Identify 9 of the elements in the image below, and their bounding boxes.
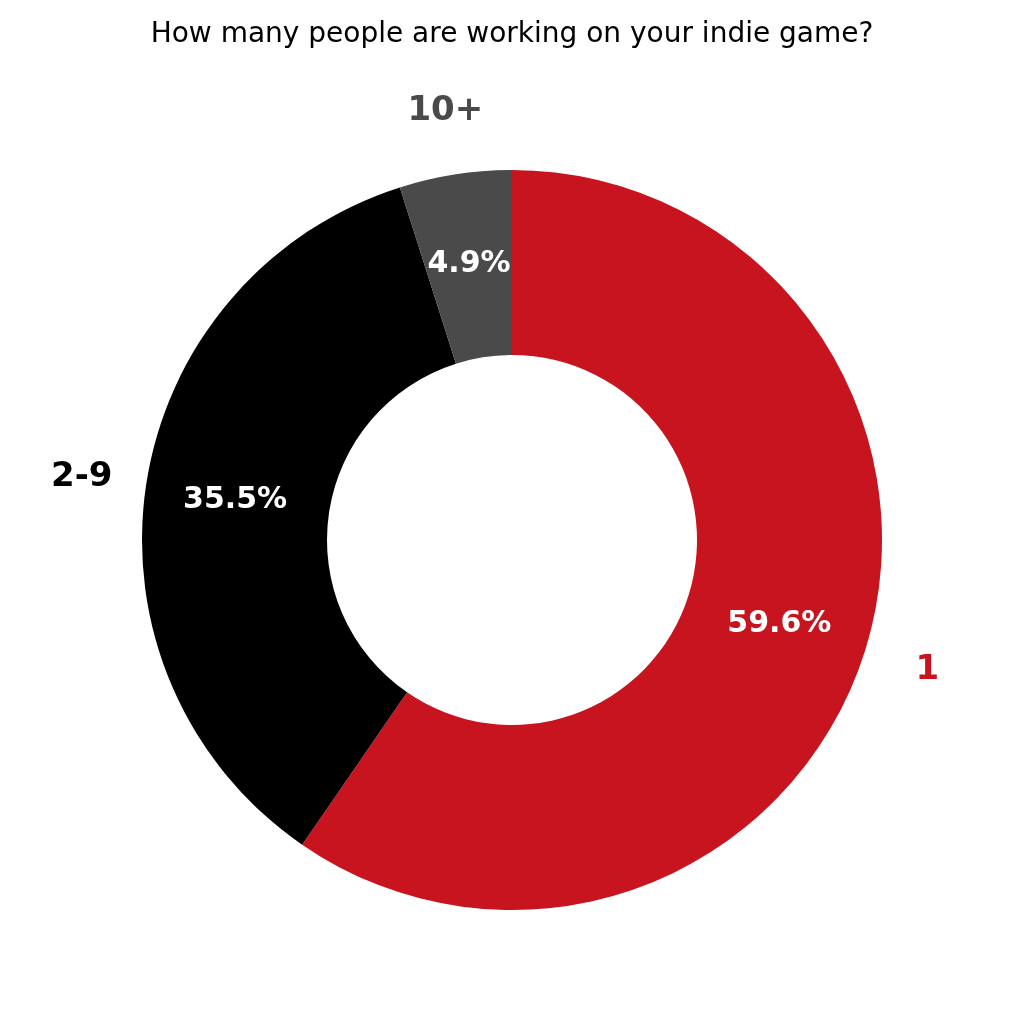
slice-label: 1 bbox=[915, 647, 940, 688]
slice-label: 2-9 bbox=[51, 454, 113, 494]
data-label: 59.6% bbox=[727, 604, 832, 640]
data-label: 4.9% bbox=[427, 244, 511, 280]
donut-slice bbox=[399, 170, 512, 364]
slice-label: 10+ bbox=[407, 88, 484, 129]
data-label: 35.5% bbox=[183, 479, 288, 515]
donut-slice bbox=[302, 170, 882, 910]
chart-title: How many people are working on your indie game? bbox=[150, 16, 874, 49]
